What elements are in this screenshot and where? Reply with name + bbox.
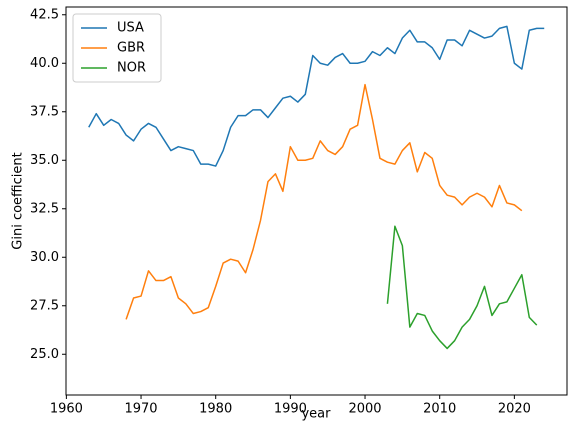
x-tick-label: 1960 bbox=[50, 402, 83, 417]
plot-frame bbox=[65, 6, 568, 396]
x-tick-label: 1980 bbox=[199, 402, 232, 417]
x-tick-label: 1990 bbox=[274, 402, 307, 417]
x-tick-label: 1970 bbox=[124, 402, 157, 417]
y-tick-label: 42.5 bbox=[30, 7, 59, 22]
legend-label: GBR bbox=[117, 41, 145, 56]
legend-box bbox=[72, 13, 162, 83]
series-line bbox=[88, 25, 545, 167]
x-axis-label: year bbox=[301, 407, 331, 422]
x-tick-label: 2000 bbox=[348, 402, 381, 417]
series-line bbox=[125, 83, 523, 320]
x-tick-label: 2020 bbox=[498, 402, 531, 417]
y-tick-label: 40.0 bbox=[30, 56, 59, 71]
y-tick-label: 27.5 bbox=[30, 298, 59, 313]
y-tick-label: 32.5 bbox=[30, 201, 59, 216]
series-line bbox=[386, 225, 538, 350]
x-tick-label: 2010 bbox=[423, 402, 456, 417]
y-tick-label: 37.5 bbox=[30, 104, 59, 119]
legend-label: USA bbox=[117, 21, 144, 36]
y-tick-label: 25.0 bbox=[30, 347, 59, 362]
y-tick-label: 35.0 bbox=[30, 153, 59, 168]
y-tick-label: 30.0 bbox=[30, 250, 59, 265]
legend-label: NOR bbox=[117, 61, 146, 76]
y-axis-label: Gini coefficient bbox=[11, 152, 26, 249]
